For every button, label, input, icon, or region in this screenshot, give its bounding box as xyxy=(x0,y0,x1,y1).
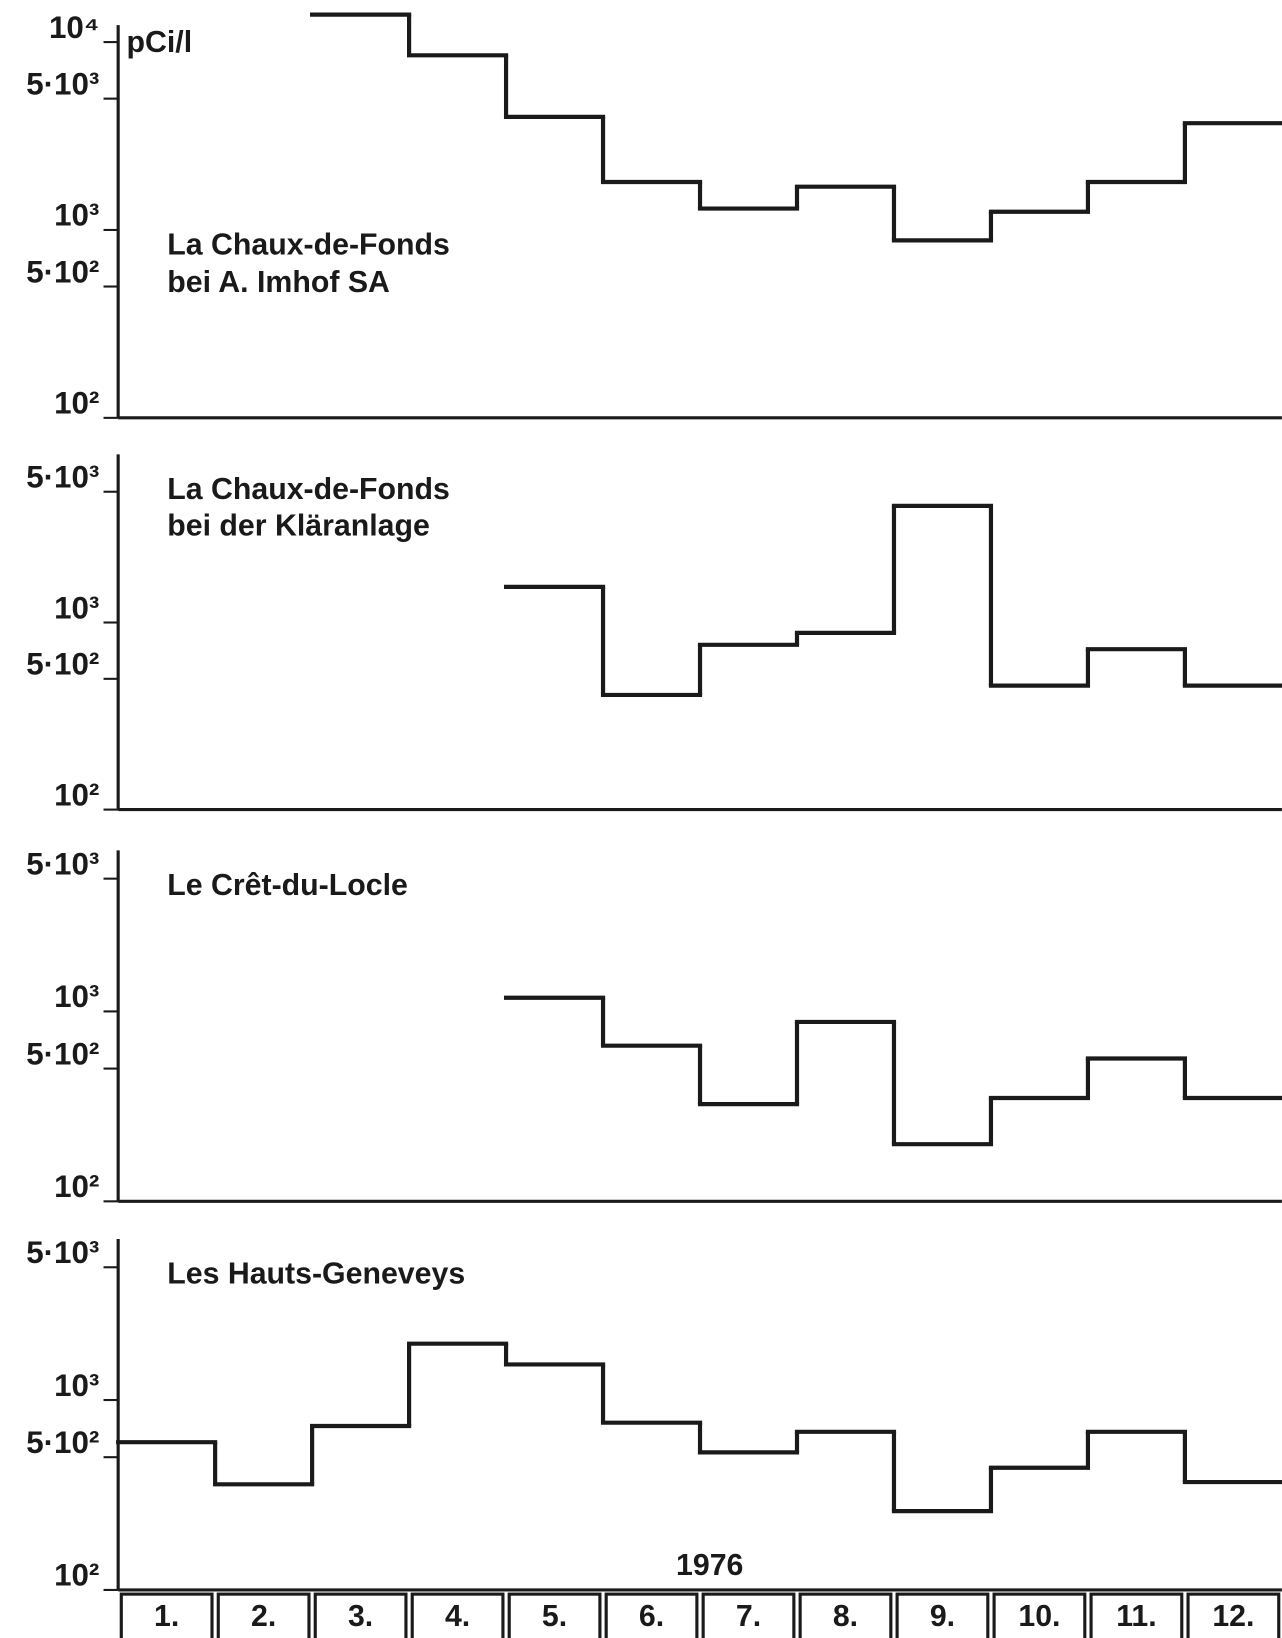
panel-title: La Chaux-de-Fonds xyxy=(167,229,450,262)
y-tick-label: 10² xyxy=(54,1169,99,1204)
y-tick-label: 5·10² xyxy=(26,1425,99,1460)
panel-title: Le Crêt-du-Locle xyxy=(167,869,408,902)
category-cell xyxy=(119,1592,214,1638)
y-tick-label: 10⁴ xyxy=(49,10,99,45)
y-tick-label: 10³ xyxy=(54,1368,99,1403)
x-tick-label: 11. xyxy=(1116,1600,1156,1633)
category-cell xyxy=(895,1592,990,1638)
x-tick-label: 8. xyxy=(833,1600,858,1633)
y-axis-label: pCi/l xyxy=(127,26,193,59)
category-cell xyxy=(410,1592,505,1638)
panel-subtitle: bei der Kläranlage xyxy=(167,510,430,543)
y-tick-label: 10² xyxy=(54,777,99,812)
category-cell xyxy=(604,1592,699,1638)
x-tick-label: 9. xyxy=(930,1600,955,1633)
x-tick-label: 1. xyxy=(154,1600,179,1633)
panel-title: Les Hauts-Geneveys xyxy=(167,1258,465,1291)
category-cell xyxy=(313,1592,408,1638)
y-tick-label: 10³ xyxy=(54,979,99,1014)
y-tick-label: 5·10³ xyxy=(26,1235,99,1270)
y-tick-label: 10³ xyxy=(54,198,99,233)
y-tick-label: 5·10² xyxy=(26,254,99,289)
y-tick-label: 5·10² xyxy=(26,1036,99,1071)
category-cell xyxy=(992,1592,1087,1638)
category-cell xyxy=(1089,1592,1184,1638)
panel-title: La Chaux-de-Fonds xyxy=(167,473,450,506)
y-tick-label: 10² xyxy=(54,1558,99,1593)
x-tick-label: 5. xyxy=(542,1600,567,1633)
y-tick-label: 5·10³ xyxy=(26,846,99,881)
panel-subtitle: bei A. Imhof SA xyxy=(167,266,390,299)
y-tick-label: 10² xyxy=(54,386,99,421)
category-cell xyxy=(1186,1592,1281,1638)
y-tick-label: 5·10³ xyxy=(26,66,99,101)
y-tick-label: 5·10² xyxy=(26,647,99,682)
category-cell xyxy=(701,1592,796,1638)
x-tick-label: 2. xyxy=(251,1600,276,1633)
x-tick-label: 6. xyxy=(639,1600,664,1633)
x-axis-label: 1976 xyxy=(676,1549,743,1582)
x-tick-label: 10. xyxy=(1018,1600,1060,1633)
category-cell xyxy=(507,1592,602,1638)
y-tick-label: 10³ xyxy=(54,590,99,625)
x-tick-label: 4. xyxy=(445,1600,470,1633)
x-tick-label: 7. xyxy=(736,1600,761,1633)
category-cell xyxy=(216,1592,311,1638)
x-tick-label: 12. xyxy=(1212,1600,1254,1633)
y-tick-label: 5·10³ xyxy=(26,459,99,494)
category-cell xyxy=(798,1592,893,1638)
x-tick-label: 3. xyxy=(348,1600,373,1633)
